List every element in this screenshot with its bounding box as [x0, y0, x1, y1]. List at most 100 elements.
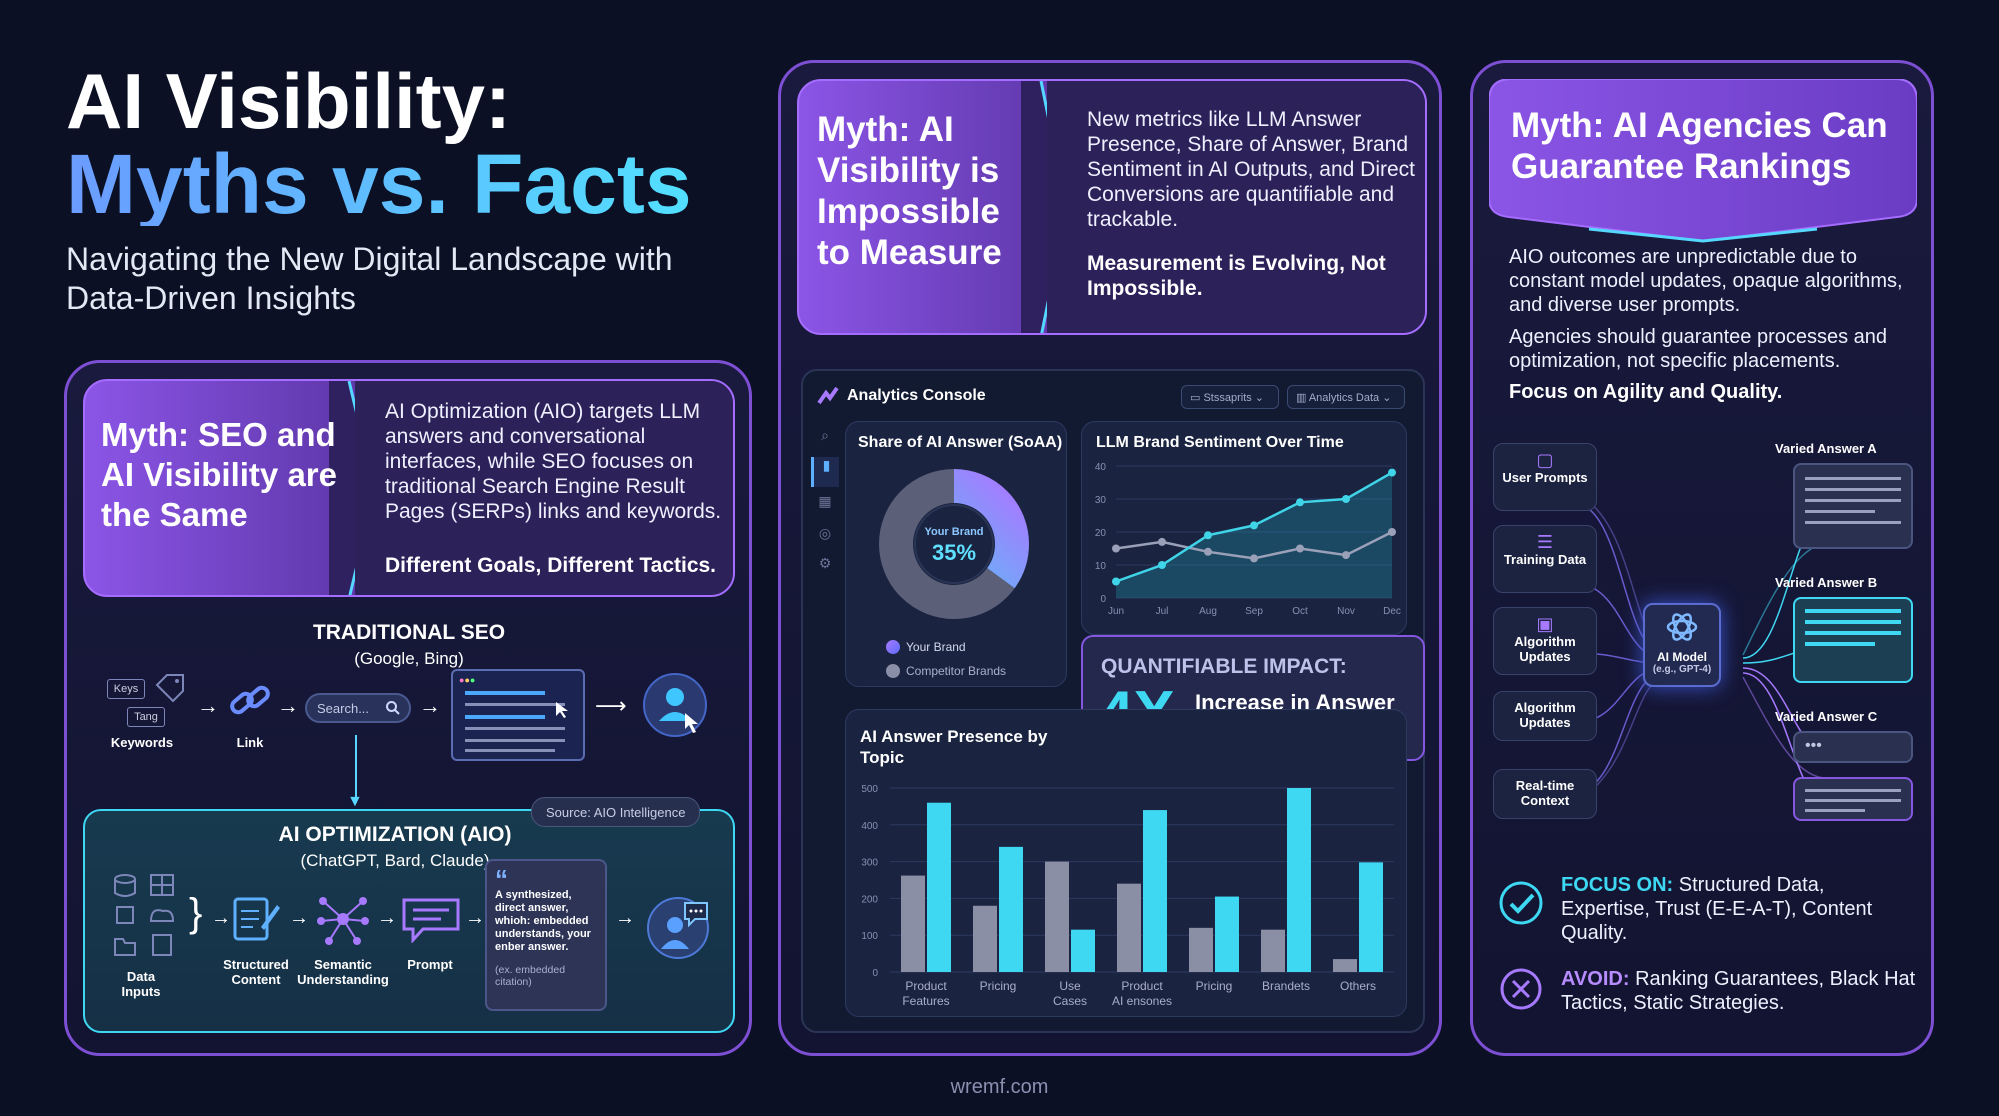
focus-text: FOCUS ON: Structured Data, Expertise, Tr… — [1561, 873, 1917, 945]
data-point — [1204, 531, 1212, 540]
donut-slice-1 — [879, 469, 1029, 619]
presence-card: AI Answer Presence by Topic 0 100 200 300 40… — [845, 709, 1407, 1017]
user-chat-avatar — [647, 897, 709, 959]
y-tick-label: 30 — [1095, 495, 1107, 506]
x-tick-label: Product — [905, 979, 947, 993]
answer-b-bubble — [1793, 597, 1913, 683]
answer-card: “ A synthesized, direct answer, whioh: e… — [485, 859, 607, 1011]
x-tick-label: Features — [902, 994, 949, 1008]
keys-tag: Keys — [107, 679, 145, 699]
myth3-p2: Agencies should guarantee processes and … — [1509, 326, 1888, 372]
user-chat-icon — [661, 902, 708, 949]
legend-comp: Competitor Brands — [886, 664, 1006, 678]
chart-nav-icon[interactable]: ▮ — [811, 457, 839, 487]
search-icon[interactable]: ⌕ — [821, 427, 829, 443]
model-sub: (e.g., GPT-4) — [1652, 664, 1712, 675]
myth3-p1: AIO outcomes are unpredictable due to co… — [1509, 246, 1903, 316]
search-bar[interactable]: Search... — [305, 693, 411, 723]
pill2-label: Analytics Data — [1308, 392, 1380, 404]
x-tick-label: Jun — [1108, 606, 1124, 617]
filter-pill-1[interactable]: ▭ Stssaprits ⌄ — [1181, 385, 1279, 409]
settings-nav-icon[interactable]: ⚙ — [818, 555, 832, 571]
myth2-desc: New metrics like LLM Answer Presence, Sh… — [1087, 108, 1416, 231]
legend-brand-dot — [886, 640, 900, 654]
globe-nav-icon[interactable]: ◎ — [818, 525, 832, 541]
legend-brand: Your Brand — [886, 640, 966, 654]
input-algorithm-updates-2: Algorithm Updates — [1493, 691, 1597, 741]
y-tick-label: 100 — [861, 931, 878, 942]
x-tick-label: Dec — [1383, 606, 1401, 617]
y-tick-label: 500 — [861, 784, 878, 795]
myth3-bold: Focus on Agility and Quality. — [1509, 381, 1783, 403]
focus-label: FOCUS ON: — [1561, 874, 1674, 896]
aio-title: AI OPTIMIZATION (AIO) — [278, 823, 512, 846]
openai-icon — [1666, 613, 1698, 641]
chip-icon: ▣ — [1536, 614, 1554, 634]
aio-box: Source: AIO Intelligence AI OPTIMIZATION… — [83, 797, 735, 1033]
console-title: Analytics Console — [847, 387, 986, 404]
arrow-icon: → — [615, 907, 635, 929]
myth2-title: Myth: AI Visibility is Impossible to Mea… — [817, 110, 1002, 272]
calendar-icon: ▭ — [1190, 392, 1204, 404]
data-point — [1112, 544, 1120, 553]
user-avatar — [643, 673, 707, 737]
input-user-prompts: ▢ User Prompts — [1493, 443, 1597, 511]
brace-icon: } — [189, 891, 203, 935]
arrow-icon: → — [277, 693, 299, 718]
bar — [1287, 788, 1311, 972]
panel-measurement: Myth: AI Visibility is Impossible to Mea… — [778, 60, 1442, 1056]
bar — [901, 875, 925, 972]
arrow-icon: → — [465, 907, 485, 929]
x-tick-label: Use — [1059, 979, 1081, 993]
cursor-icon — [556, 702, 568, 718]
y-tick-label: 0 — [1100, 594, 1106, 605]
data-point — [1158, 537, 1166, 546]
avoid-body: Ranking Guarantees, Black Hat Tactics, S… — [1561, 968, 1916, 1014]
x-tick-label: Jul — [1156, 606, 1169, 617]
data-point — [1296, 498, 1304, 507]
answer-a-label: Varied Answer A — [1775, 441, 1877, 456]
structured-label: Structured Content — [223, 957, 289, 987]
answer-c-bubble — [1793, 777, 1913, 821]
answer-c-label: Varied Answer C — [1775, 709, 1878, 724]
answer-a-bubble — [1793, 463, 1913, 549]
prompt-icon — [402, 898, 460, 943]
answer-c-typing: ••• — [1793, 731, 1913, 763]
x-tick-label: Cases — [1053, 994, 1087, 1008]
donut-hole — [914, 504, 994, 584]
tag-icon — [155, 674, 184, 703]
presence-title: AI Answer Presence by Topic — [860, 727, 1048, 767]
bar — [1045, 861, 1069, 972]
arrow-icon: → — [377, 907, 397, 929]
x-tick-label: Others — [1340, 979, 1376, 993]
input-training-data: ☰ Training Data — [1493, 525, 1597, 593]
data-inputs-icon — [114, 874, 175, 956]
x-circle-icon — [1500, 968, 1542, 1010]
search-icon — [386, 701, 400, 715]
y-tick-label: 400 — [861, 821, 878, 832]
series-area — [1116, 472, 1392, 598]
subtitle: Navigating the New Digital Landscape wit… — [66, 241, 673, 316]
panel-seo-vs-aio: Myth: SEO and AI Visibility are the Same… — [64, 360, 752, 1056]
input-algorithm-updates-1: ▣ Algorithm Updates — [1493, 607, 1597, 675]
soaa-title: Share of AI Answer (SoAA) — [858, 434, 1063, 451]
link-icon — [230, 685, 270, 715]
filter-pill-2[interactable]: ▥ Analytics Data ⌄ — [1287, 385, 1405, 409]
input-label: User Prompts — [1502, 470, 1588, 485]
quote-icon: “ — [495, 864, 508, 894]
grid-nav-icon[interactable]: ▦ — [818, 493, 832, 509]
title-line2: Myths vs. Facts — [66, 137, 692, 231]
answer-text: A synthesized, direct answer, whioh: emb… — [495, 889, 591, 953]
soaa-card: Share of AI Answer (SoAA) Your Brand 35%… — [845, 421, 1067, 687]
donut-value: 35% — [931, 540, 977, 565]
myth1-title: Myth: SEO and AI Visibility are the Same — [101, 416, 337, 533]
data-point — [1250, 554, 1258, 563]
title-line1: AI Visibility: — [66, 57, 511, 145]
analytics-console: Analytics Console ▭ Stssaprits ⌄ ▥ Analy… — [801, 369, 1425, 1033]
console-sidebar: ⌕ ▮ ▦ ◎ ⚙ — [811, 427, 839, 627]
answer-cite: (ex. embedded citation) — [495, 964, 566, 988]
check-circle-icon — [1499, 881, 1543, 925]
x-tick-label: Sep — [1245, 606, 1263, 617]
legend-comp-label: Competitor Brands — [906, 664, 1007, 678]
